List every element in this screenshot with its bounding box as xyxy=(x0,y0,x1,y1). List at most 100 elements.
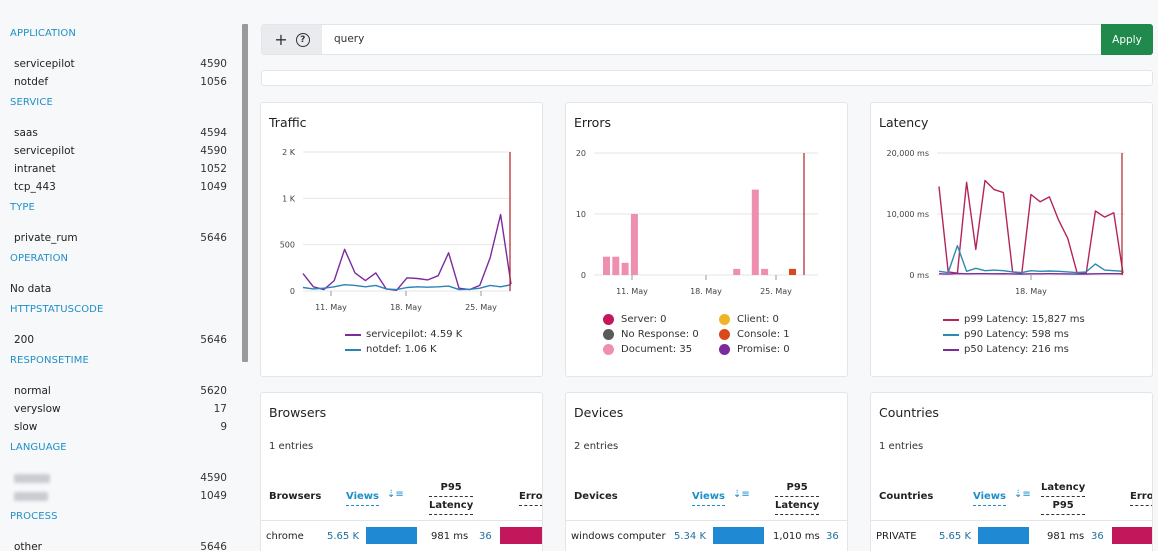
sidebar-filter-item[interactable]: saas 4594 xyxy=(14,127,227,139)
sidebar-filter-item[interactable]: other 5646 xyxy=(14,541,227,551)
legend-line-swatch xyxy=(345,348,361,351)
countries-col-views[interactable]: Views xyxy=(973,488,1006,506)
document-bar xyxy=(612,256,620,275)
latency-title: Latency xyxy=(879,115,929,130)
countries-row-errors: 36 xyxy=(1091,531,1104,542)
x-tick-label: 18. May xyxy=(1015,287,1047,296)
devices-col-views[interactable]: Views xyxy=(692,488,725,506)
devices-row-name[interactable]: windows computer xyxy=(571,531,666,542)
errors-title: Errors xyxy=(574,115,611,130)
countries-col-p95-label: P95 xyxy=(1041,497,1086,515)
sidebar-section-title: RESPONSETIME xyxy=(10,355,89,366)
sidebar-item-count: 5646 xyxy=(200,232,227,244)
sidebar-item-label: 200 xyxy=(14,334,35,346)
query-input[interactable]: query xyxy=(334,33,365,45)
devices-col-p95[interactable]: P95 Latency xyxy=(775,479,820,515)
legend-label: p50 Latency: 216 ms xyxy=(964,344,1069,355)
browsers-entries: 1 entries xyxy=(269,441,314,452)
sidebar-filter-item[interactable]: notdef 1056 xyxy=(14,76,227,88)
countries-col-errors[interactable]: Erro xyxy=(1130,488,1152,506)
sidebar-filter-item[interactable]: normal 5620 xyxy=(14,385,227,397)
legend-item[interactable]: Server: 0 xyxy=(603,312,719,327)
sidebar-filter-item[interactable]: private_rum 5646 xyxy=(14,232,227,244)
devices-col-latency-label: Latency xyxy=(775,497,820,515)
query-buttons: + ? xyxy=(262,25,322,54)
countries-col-name[interactable]: Countries xyxy=(879,491,934,502)
series-line xyxy=(938,179,1124,274)
sidebar-filter-item[interactable]: 4590 xyxy=(14,472,227,486)
sort-desc-icon[interactable]: ⇣≡ xyxy=(1014,489,1031,500)
countries-row-latency: 981 ms xyxy=(1047,531,1085,542)
y-tick-label: 2 K xyxy=(282,148,296,157)
countries-entries: 1 entries xyxy=(879,441,924,452)
sidebar-scrollbar[interactable] xyxy=(242,24,248,362)
sort-desc-icon[interactable]: ⇣≡ xyxy=(733,489,750,500)
sidebar-filter-item[interactable]: servicepilot 4590 xyxy=(14,145,227,157)
legend-item[interactable]: p99 Latency: 15,827 ms xyxy=(943,312,1085,327)
sidebar-item-count: 1049 xyxy=(200,181,227,193)
errors-legend: Server: 0 Client: 0 No Response: 0 Console:… xyxy=(603,312,823,357)
y-tick-label: 10 xyxy=(576,210,586,219)
legend-item[interactable]: Document: 35 xyxy=(603,342,719,357)
sidebar-filter-item[interactable]: veryslow 17 xyxy=(14,403,227,415)
browsers-col-name[interactable]: Browsers xyxy=(269,491,322,502)
sidebar-item-label: veryslow xyxy=(14,403,61,415)
legend-item[interactable]: p90 Latency: 598 ms xyxy=(943,327,1085,342)
browsers-row-latency: 981 ms xyxy=(431,531,469,542)
sidebar-item-count: 1049 xyxy=(200,490,227,502)
devices-col-name[interactable]: Devices xyxy=(574,491,618,502)
traffic-chart: 2 K 1 K 500 0 11. May 18. May 25. May xyxy=(280,148,512,312)
sidebar-item-label xyxy=(14,472,50,486)
sidebar-filter-item[interactable]: slow 9 xyxy=(14,421,227,433)
sidebar-section-title: OPERATION xyxy=(10,253,69,264)
legend-item[interactable]: Console: 1 xyxy=(719,327,819,342)
sidebar-filter-item[interactable]: intranet 1052 xyxy=(14,163,227,175)
sidebar-item-label: normal xyxy=(14,385,51,397)
legend-label: Client: 0 xyxy=(737,314,779,325)
legend-label: notdef: 1.06 K xyxy=(366,344,437,355)
legend-item[interactable]: No Response: 0 xyxy=(603,327,719,342)
legend-item[interactable]: Promise: 0 xyxy=(719,342,819,357)
x-tick-label: 18. May xyxy=(390,303,422,312)
plus-icon[interactable]: + xyxy=(274,29,288,49)
sidebar-filter-item[interactable]: 200 5646 xyxy=(14,334,227,346)
sidebar-item-count: 4590 xyxy=(200,472,227,484)
sidebar-item-count: 1052 xyxy=(200,163,227,175)
legend-item[interactable]: notdef: 1.06 K xyxy=(345,342,462,357)
y-tick-label: 0 ms xyxy=(909,271,929,280)
legend-label: p99 Latency: 15,827 ms xyxy=(964,314,1085,325)
sidebar-filter-item[interactable]: tcp_443 1049 xyxy=(14,181,227,193)
sidebar-section-title: PROCESS xyxy=(10,511,58,522)
countries-col-latency[interactable]: Latency P95 xyxy=(1041,479,1086,515)
traffic-legend: servicepilot: 4.59 K notdef: 1.06 K xyxy=(345,327,462,357)
legend-item[interactable]: servicepilot: 4.59 K xyxy=(345,327,462,342)
legend-label: p90 Latency: 598 ms xyxy=(964,329,1069,340)
series-line xyxy=(938,244,1124,274)
legend-dot-swatch xyxy=(719,344,730,355)
countries-row-views: 5.65 K xyxy=(939,531,972,542)
countries-row-name[interactable]: PRIVATE xyxy=(876,531,917,542)
views-bar xyxy=(366,527,417,544)
countries-col-latency-label: Latency xyxy=(1041,479,1086,497)
sidebar-filter-item[interactable]: servicepilot 4590 xyxy=(14,58,227,70)
apply-button[interactable]: Apply xyxy=(1101,24,1153,55)
browsers-col-p95[interactable]: P95 Latency xyxy=(429,479,474,515)
legend-item[interactable]: Client: 0 xyxy=(719,312,819,327)
document-bar xyxy=(761,268,769,275)
devices-title: Devices xyxy=(574,405,624,420)
x-tick-label: 11. May xyxy=(616,287,648,296)
sidebar-section-title: HTTPSTATUSCODE xyxy=(10,304,104,315)
views-bar xyxy=(713,527,764,544)
browsers-col-errors[interactable]: Erro xyxy=(519,488,542,506)
sidebar-item-count: 9 xyxy=(220,421,227,433)
legend-item[interactable]: p50 Latency: 216 ms xyxy=(943,342,1085,357)
legend-label: No Response: 0 xyxy=(621,329,699,340)
browsers-col-views[interactable]: Views xyxy=(346,488,379,506)
latency-card: Latency 20,000 ms 10,000 ms 0 ms 18. May p9… xyxy=(870,102,1153,377)
x-tick-label: 18. May xyxy=(690,287,722,296)
browsers-row-name[interactable]: chrome xyxy=(266,531,304,542)
help-icon[interactable]: ? xyxy=(295,32,310,47)
traffic-title: Traffic xyxy=(269,115,307,130)
sort-desc-icon[interactable]: ⇣≡ xyxy=(387,489,404,500)
sidebar-filter-item[interactable]: 1049 xyxy=(14,490,227,504)
